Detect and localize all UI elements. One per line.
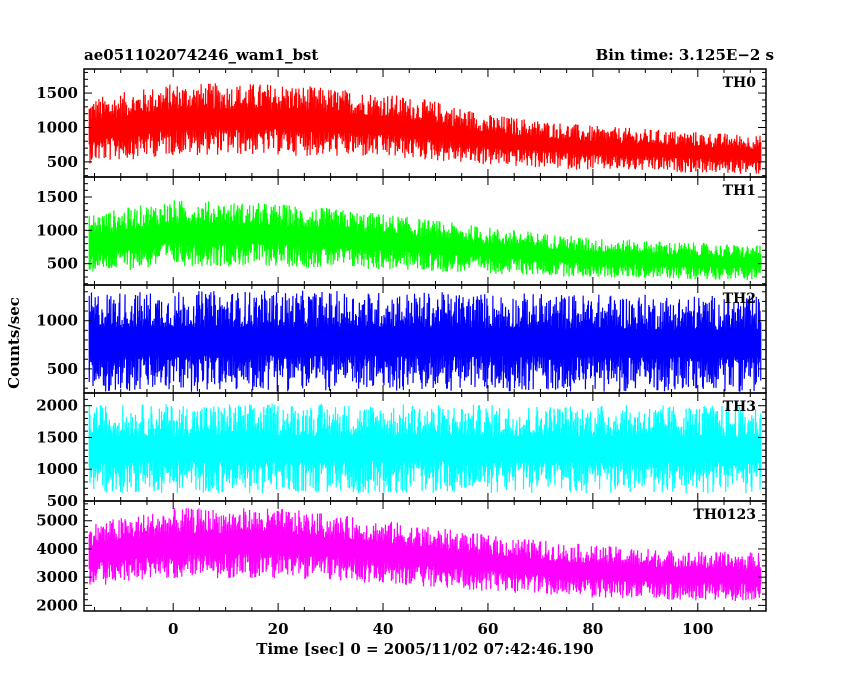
panel-label-th2: TH2 (723, 291, 756, 307)
y-tick-label: 2000 (36, 596, 78, 614)
series-line-th0123 (88, 508, 762, 602)
y-tick-label: 1500 (36, 428, 78, 446)
panel-label-th0123: TH0123 (693, 507, 756, 523)
x-tick-label: 40 (373, 620, 394, 638)
y-tick-label: 1500 (36, 188, 78, 206)
y-tick-label: 1000 (36, 118, 78, 136)
y-tick-label: 1000 (36, 221, 78, 239)
series-line-th1 (88, 200, 762, 281)
x-tick-label: 20 (268, 620, 289, 638)
y-tick-label: 500 (47, 492, 78, 510)
y-tick-label: 1500 (36, 84, 78, 102)
series-line-th0 (88, 83, 762, 174)
series-line-th2 (88, 290, 762, 392)
y-axis-label: Counts/sec (5, 297, 23, 389)
panel-th1: 500 1000 1500 TH1 (36, 176, 767, 286)
y-tick-label: 500 (47, 153, 78, 171)
panel-th2: 500 1000 TH2 (36, 284, 767, 394)
panel-th0: 500 1000 1500 TH0 (36, 68, 767, 178)
y-tick-label: 5000 (36, 512, 78, 530)
y-tick-label: 3000 (36, 568, 78, 586)
y-tick-label: 500 (47, 255, 78, 273)
x-tick-label: 60 (478, 620, 499, 638)
panel-label-th1: TH1 (723, 183, 756, 199)
series-line-th3 (88, 403, 762, 494)
y-tick-label: 1000 (36, 460, 78, 478)
x-tick-label: 100 (682, 620, 713, 638)
panel-frame (83, 500, 767, 612)
chart-title-right: Bin time: 3.125E−2 s (596, 46, 774, 64)
x-axis-label: Time [sec] 0 = 2005/11/02 07:42:46.190 (256, 640, 593, 658)
x-tick-label: 0 (168, 620, 178, 638)
y-tick-label: 500 (47, 360, 78, 378)
panel-label-th3: TH3 (723, 399, 756, 415)
y-tick-label: 2000 (36, 397, 78, 415)
x-tick-label: 80 (582, 620, 603, 638)
chart-title-left: ae051102074246_wam1_bst (84, 46, 318, 64)
y-tick-label: 4000 (36, 540, 78, 558)
y-tick-label: 1000 (36, 312, 78, 330)
panel-th0123: 2000 3000 4000 5000 TH0123 (36, 500, 767, 614)
panel-th3: 500 1000 1500 2000 TH3 (36, 392, 767, 510)
panel-label-th0: TH0 (723, 75, 757, 91)
